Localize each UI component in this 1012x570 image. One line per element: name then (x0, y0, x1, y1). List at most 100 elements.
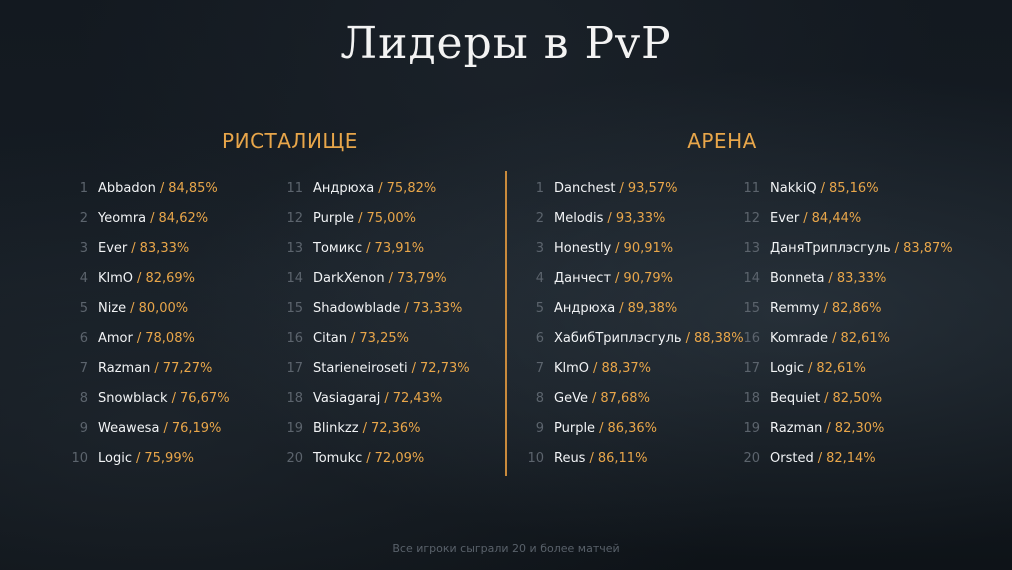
rank-number: 19 (286, 421, 303, 436)
separator-slash: / (159, 181, 165, 196)
rank-number: 4 (79, 271, 88, 286)
player-name: ДаняТриплэсгуль (770, 241, 891, 256)
player-name: Amor (98, 331, 133, 346)
win-rate: 93,33% (615, 211, 666, 226)
separator-slash: / (807, 361, 813, 376)
leaderboard-row: 18 Bequiet/82,50% (738, 386, 953, 416)
win-rate: 82,30% (834, 421, 885, 436)
win-rate: 73,33% (412, 301, 463, 316)
win-rate: 83,87% (903, 241, 953, 256)
player-name: Nize (98, 301, 127, 316)
page-title: Лидеры в PvP (340, 18, 672, 69)
leaderboard-row: 3 Ever/83,33% (66, 236, 230, 266)
player-name: Logic (770, 361, 804, 376)
separator-slash: / (163, 421, 168, 436)
win-rate: 76,19% (171, 421, 222, 436)
separator-slash: / (150, 211, 155, 226)
leaderboard-row: 4 KlmO/82,69% (66, 266, 230, 296)
player-name: Андрюха (554, 301, 616, 316)
leaderboard-row: 8 Snowblack/76,67% (66, 386, 230, 416)
leaderboard-row: 11 NakkiQ/85,16% (738, 176, 953, 206)
leaderboard-row: 3 Honestly/90,91% (522, 236, 744, 266)
player-name: Данчест (554, 271, 612, 286)
win-rate: 82,61% (840, 331, 891, 346)
column-divider (505, 171, 507, 476)
player-name: ХабибТриплэсгуль (554, 331, 682, 346)
separator-slash: / (894, 241, 900, 256)
separator-slash: / (358, 211, 363, 226)
rank-number: 8 (535, 391, 544, 406)
leaderboard-row: 6 Amor/78,08% (66, 326, 230, 356)
win-rate: 82,50% (832, 391, 883, 406)
win-rate: 89,38% (627, 301, 678, 316)
win-rate: 93,57% (627, 181, 678, 196)
leaderboard-row: 9 Weawesa/76,19% (66, 416, 230, 446)
rank-number: 12 (286, 211, 303, 226)
separator-slash: / (823, 301, 828, 316)
player-name: Remmy (770, 301, 820, 316)
win-rate: 72,73% (420, 361, 470, 376)
separator-slash: / (351, 331, 356, 346)
player-name: Honestly (554, 241, 612, 256)
separator-slash: / (388, 271, 393, 286)
player-name: Purple (554, 421, 596, 436)
leaderboard-row: 19 Blinkzz/72,36% (281, 416, 470, 446)
section-heading-ristalishche: РИСТАЛИЩЕ (222, 129, 358, 153)
rank-number: 13 (286, 241, 303, 256)
arena-list-1: 1 Danchest/93,57% 2 Melodis/93,33% 3 Honestly… (522, 176, 744, 476)
rank-number: 20 (286, 451, 303, 466)
separator-slash: / (362, 421, 367, 436)
rank-number: 13 (743, 241, 760, 256)
player-name: Томикс (313, 241, 363, 256)
rank-number: 14 (286, 271, 303, 286)
separator-slash: / (615, 271, 620, 286)
player-name: Logic (98, 451, 132, 466)
rank-number: 5 (535, 301, 544, 316)
rank-number: 20 (743, 451, 760, 466)
win-rate: 85,16% (828, 181, 879, 196)
win-rate: 82,14% (826, 451, 876, 466)
win-rate: 87,68% (600, 391, 650, 406)
separator-slash: / (384, 391, 389, 406)
player-name: Shadowblade (313, 301, 401, 316)
separator-slash: / (411, 361, 417, 376)
leaderboard-row: 8 GeVe/87,68% (522, 386, 744, 416)
win-rate: 82,86% (831, 301, 882, 316)
rank-number: 10 (71, 451, 88, 466)
separator-slash: / (826, 421, 831, 436)
win-rate: 75,00% (366, 211, 417, 226)
win-rate: 84,85% (168, 181, 218, 196)
rank-number: 5 (79, 301, 88, 316)
player-name: Tomukc (313, 451, 363, 466)
rank-number: 1 (79, 181, 88, 196)
leaderboard-row: 12 Ever/84,44% (738, 206, 953, 236)
leaderboard-row: 2 Melodis/93,33% (522, 206, 744, 236)
player-name: Snowblack (98, 391, 168, 406)
player-name: Orsted (770, 451, 814, 466)
separator-slash: / (803, 211, 808, 226)
player-name: Melodis (554, 211, 604, 226)
separator-slash: / (591, 391, 597, 406)
rank-number: 14 (743, 271, 760, 286)
separator-slash: / (137, 271, 142, 286)
win-rate: 84,62% (158, 211, 209, 226)
win-rate: 73,79% (397, 271, 447, 286)
win-rate: 82,69% (145, 271, 196, 286)
player-name: Razman (98, 361, 151, 376)
separator-slash: / (824, 391, 829, 406)
rank-number: 18 (286, 391, 303, 406)
player-name: Danchest (554, 181, 616, 196)
leaderboard-row: 16 Komrade/82,61% (738, 326, 953, 356)
player-name: KlmO (98, 271, 134, 286)
player-name: Starieneiroseti (313, 361, 408, 376)
leaderboard-row: 15 Shadowblade/73,33% (281, 296, 470, 326)
separator-slash: / (154, 361, 159, 376)
leaderboard-row: 11 Андрюха/75,82% (281, 176, 470, 206)
separator-slash: / (135, 451, 141, 466)
player-name: Purple (313, 211, 355, 226)
rank-number: 3 (79, 241, 88, 256)
win-rate: 72,36% (370, 421, 421, 436)
player-name: Vasiagaraj (313, 391, 381, 406)
separator-slash: / (619, 301, 624, 316)
leaderboard-row: 5 Nize/80,00% (66, 296, 230, 326)
